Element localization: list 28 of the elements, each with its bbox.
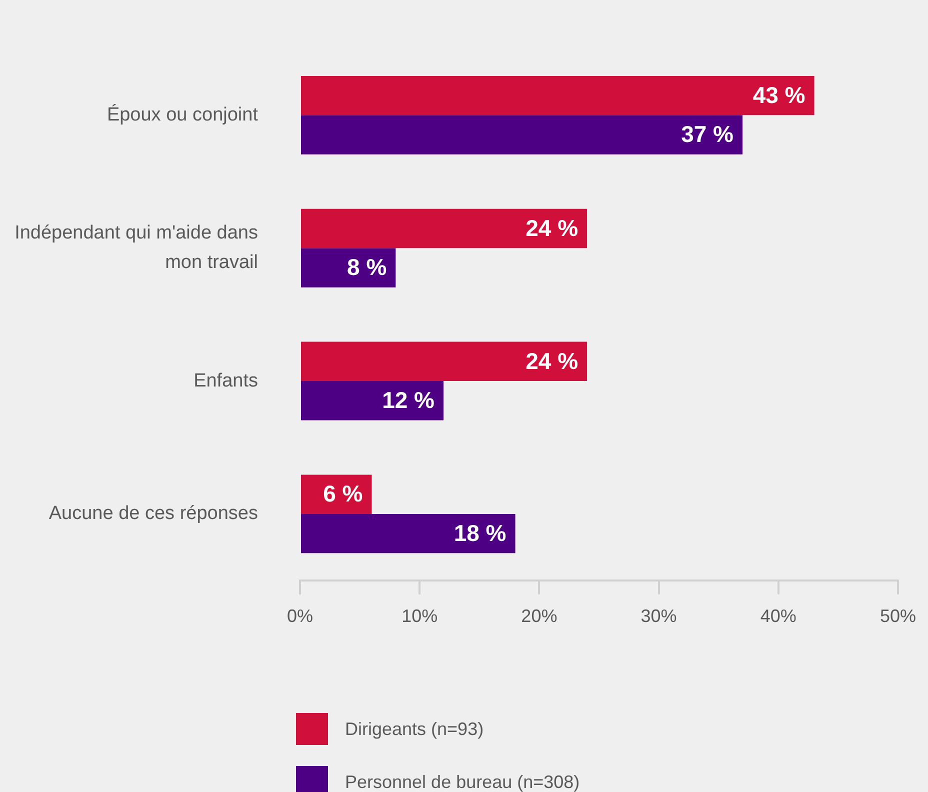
legend-label: Personnel de bureau (n=308) [345, 772, 580, 792]
data-label: 37 % [681, 121, 734, 148]
data-label: 8 % [347, 254, 387, 280]
y-tick-label: Indépendant qui m'aide dans mon travail [14, 222, 258, 274]
x-tick-label: 30% [640, 606, 677, 626]
y-tick-label: Époux ou conjoint [106, 103, 259, 126]
data-label: 24 % [526, 348, 578, 374]
x-tick-label: 0% [286, 606, 314, 626]
bar [301, 381, 444, 420]
data-label: 24 % [526, 214, 578, 241]
bar [301, 208, 588, 248]
data-label: 6 % [323, 480, 363, 507]
bar [301, 76, 814, 116]
bar [301, 514, 516, 554]
bar [301, 342, 588, 382]
x-tick-label: 20% [521, 606, 558, 626]
y-tick-label: Aucune de ces réponses [48, 503, 258, 524]
x-tick-label: 40% [760, 606, 796, 626]
legend-label: Dirigeants (n=93) [345, 718, 484, 740]
bar [301, 115, 743, 154]
bar [301, 474, 372, 514]
x-tick-label: 50% [880, 606, 916, 626]
data-label: 18 % [454, 520, 506, 546]
y-tick-label: Enfants [194, 370, 258, 392]
x-tick-label: 10% [402, 606, 438, 626]
data-label: 12 % [382, 386, 435, 413]
data-label: 43 % [752, 82, 806, 108]
bar [301, 248, 396, 288]
